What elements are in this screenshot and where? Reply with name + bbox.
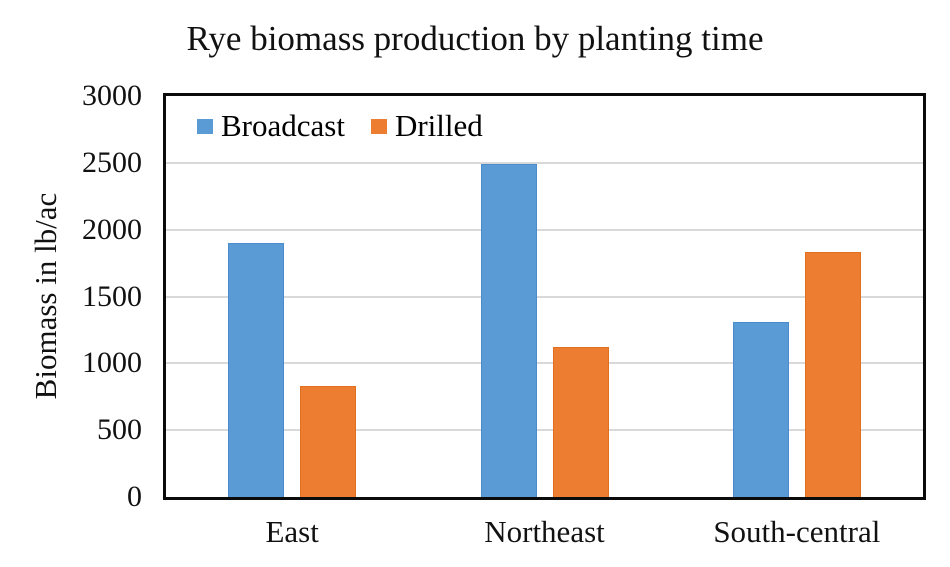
y-tick-500: 500	[97, 413, 142, 447]
legend: Broadcast Drilled	[197, 108, 509, 144]
gridline-2500	[166, 161, 923, 164]
y-tick-0: 0	[127, 480, 142, 513]
bar-drilled-northeast	[552, 347, 609, 497]
gridline-500	[166, 429, 923, 432]
legend-item-drilled: Drilled	[370, 108, 483, 144]
x-axis-label-south-central: South-central	[713, 514, 881, 549]
gridline-2000	[166, 228, 923, 231]
x-axis-label-east: East	[265, 514, 319, 549]
gridline-1000	[166, 362, 923, 365]
bar-drilled-east	[300, 386, 357, 497]
bar-drilled-south-central	[804, 252, 861, 497]
bar-broadcast-northeast	[480, 164, 537, 497]
legend-swatch-icon	[370, 118, 387, 134]
bar-broadcast-east	[228, 243, 285, 497]
y-tick-1000: 1000	[82, 346, 142, 380]
y-tick-3000: 3000	[82, 79, 142, 112]
plot-area: Broadcast Drilled	[163, 93, 926, 500]
y-tick-1500: 1500	[82, 279, 142, 313]
bar-broadcast-south-central	[732, 321, 789, 497]
legend-swatch-icon	[197, 118, 213, 134]
gridline-1500	[166, 295, 923, 298]
legend-label: Drilled	[394, 108, 483, 143]
y-tick-2000: 2000	[82, 212, 142, 246]
chart-title: Rye biomass production by planting time	[186, 19, 764, 58]
x-axis-label-northeast: Northeast	[484, 514, 605, 549]
y-tick-2500: 2500	[82, 145, 142, 179]
legend-item-broadcast: Broadcast	[197, 108, 345, 144]
legend-label: Broadcast	[221, 108, 345, 143]
